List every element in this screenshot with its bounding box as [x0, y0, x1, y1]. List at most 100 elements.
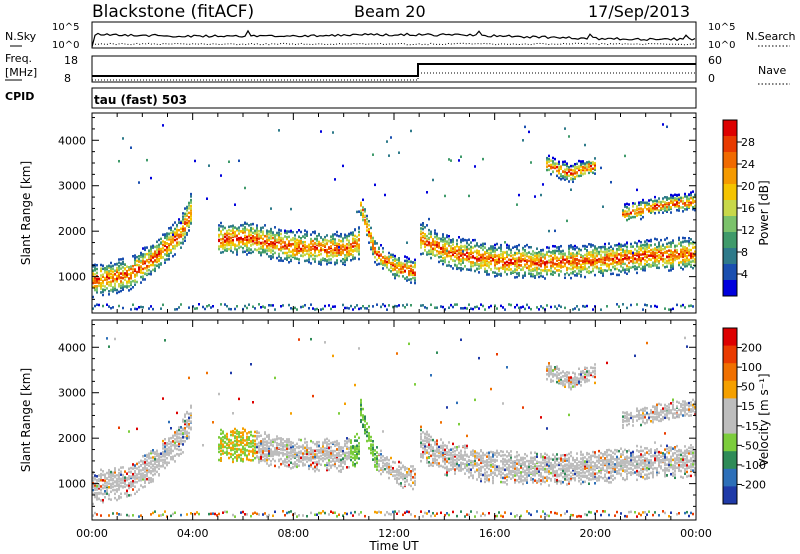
- echo-cell: [128, 484, 130, 487]
- noise-cell: [238, 159, 240, 163]
- echo-cell: [344, 451, 346, 455]
- echo-cell: [236, 237, 238, 241]
- echo-cell: [500, 249, 502, 253]
- ground-scatter-cell: [142, 305, 144, 309]
- echo-cell: [122, 288, 124, 291]
- echo-cell: [140, 281, 142, 284]
- echo-cell: [248, 458, 250, 462]
- echo-cell: [320, 246, 322, 250]
- echo-cell: [226, 238, 228, 242]
- echo-cell: [110, 261, 112, 265]
- echo-cell: [564, 163, 566, 166]
- echo-cell: [186, 214, 188, 217]
- ground-scatter-cell: [688, 304, 690, 308]
- echo-cell: [326, 461, 328, 465]
- ground-scatter-cell: [290, 307, 292, 310]
- echo-cell: [690, 265, 692, 268]
- echo-cell: [156, 260, 158, 264]
- ground-scatter-cell: [266, 515, 268, 518]
- echo-cell: [526, 259, 528, 262]
- echo-cell: [272, 438, 274, 442]
- echo-cell: [644, 250, 646, 254]
- echo-cell: [430, 232, 432, 236]
- echo-cell: [408, 265, 410, 268]
- echo-cell: [508, 258, 510, 261]
- echo-cell: [668, 269, 670, 272]
- echo-cell: [170, 451, 172, 455]
- echo-cell: [618, 246, 620, 250]
- echo-cell: [154, 455, 156, 459]
- echo-cell: [436, 243, 438, 247]
- echo-cell: [278, 248, 280, 251]
- echo-cell: [282, 247, 284, 250]
- echo-cell: [448, 242, 450, 246]
- echo-cell: [438, 246, 440, 249]
- ground-scatter-cell: [286, 511, 288, 515]
- echo-cell: [334, 251, 336, 255]
- echo-cell: [638, 251, 640, 254]
- echo-cell: [682, 210, 684, 213]
- echo-cell: [224, 235, 226, 239]
- echo-cell: [496, 258, 498, 262]
- echo-cell: [100, 267, 102, 271]
- echo-cell: [548, 164, 550, 167]
- echo-cell: [428, 250, 430, 254]
- noise-cell: [636, 188, 638, 192]
- echo-cell: [314, 465, 316, 469]
- echo-cell: [182, 212, 184, 215]
- echo-cell: [344, 254, 346, 257]
- ground-scatter-cell: [364, 307, 366, 310]
- echo-cell: [110, 272, 112, 276]
- echo-cell: [536, 258, 538, 262]
- echo-cell: [616, 261, 618, 264]
- echo-cell: [684, 254, 686, 258]
- ground-scatter-cell: [626, 306, 628, 310]
- echo-cell: [616, 267, 618, 271]
- echo-cell: [124, 476, 126, 479]
- echo-cell: [300, 445, 302, 449]
- echo-cell: [382, 247, 384, 250]
- ground-scatter-cell: [140, 305, 142, 309]
- echo-cell: [330, 451, 332, 455]
- echo-cell: [224, 436, 226, 440]
- echo-cell: [486, 250, 488, 254]
- echo-cell: [336, 466, 338, 470]
- echo-cell: [236, 244, 238, 247]
- echo-cell: [454, 248, 456, 252]
- echo-cell: [240, 457, 242, 460]
- echo-cell: [312, 467, 314, 471]
- echo-cell: [286, 441, 288, 444]
- echo-cell: [172, 436, 174, 439]
- ground-scatter-cell: [228, 307, 230, 311]
- ground-scatter-cell: [98, 303, 100, 307]
- echo-cell: [256, 226, 258, 230]
- echo-cell: [352, 249, 354, 252]
- echo-cell: [114, 480, 116, 483]
- echo-cell: [162, 458, 164, 462]
- echo-cell: [670, 242, 672, 246]
- echo-cell: [672, 267, 674, 270]
- echo-cell: [642, 243, 644, 247]
- echo-cell: [470, 256, 472, 259]
- echo-cell: [120, 479, 122, 482]
- echo-cell: [160, 256, 162, 259]
- echo-cell: [388, 268, 390, 272]
- echo-cell: [158, 464, 160, 467]
- echo-cell: [156, 258, 158, 261]
- echo-cell: [218, 224, 220, 227]
- echo-cell: [514, 262, 516, 266]
- echo-cell: [126, 478, 128, 482]
- echo-cell: [528, 255, 530, 259]
- echo-cell: [170, 243, 172, 246]
- echo-cell: [688, 203, 690, 206]
- echo-cell: [498, 259, 500, 262]
- echo-cell: [590, 161, 592, 165]
- echo-cell: [432, 240, 434, 243]
- echo-cell: [684, 240, 686, 243]
- echo-cell: [542, 275, 544, 278]
- echo-cell: [98, 483, 100, 487]
- echo-cell: [632, 209, 634, 212]
- ground-scatter-cell: [234, 307, 236, 311]
- echo-cell: [292, 231, 294, 234]
- echo-cell: [608, 267, 610, 271]
